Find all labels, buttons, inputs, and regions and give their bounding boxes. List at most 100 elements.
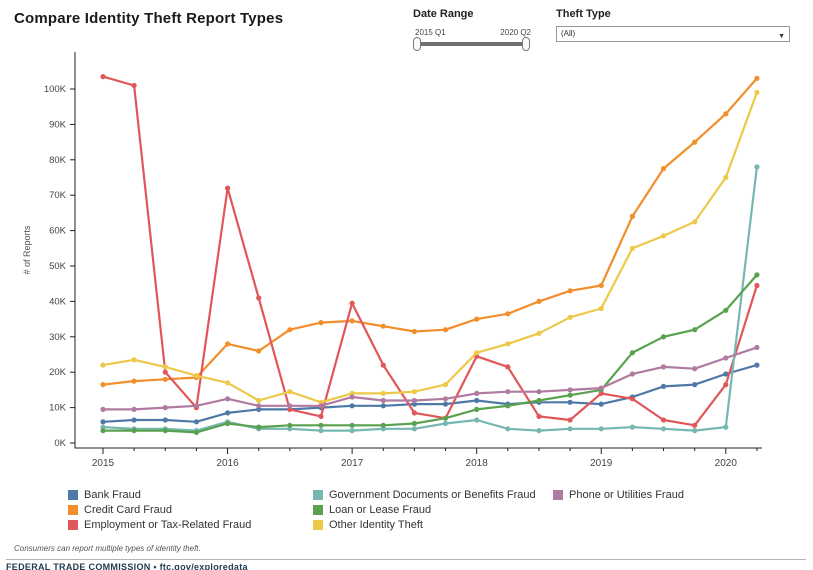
data-point <box>660 383 667 389</box>
data-point <box>162 417 168 423</box>
date-range-slider-handle-left[interactable] <box>413 37 421 51</box>
data-point <box>598 305 604 312</box>
data-point <box>660 334 667 340</box>
data-point <box>754 164 760 170</box>
data-point <box>598 401 604 407</box>
legend-item-credit-card-fraud[interactable]: Credit Card Fraud <box>68 502 172 517</box>
legend-item-employment-or-tax-related-fraud[interactable]: Employment or Tax-Related Fraud <box>68 517 251 532</box>
data-point <box>629 396 636 402</box>
data-point <box>411 389 417 395</box>
theft-type-dropdown[interactable]: (All) ▼ <box>556 26 790 42</box>
data-point <box>162 428 168 434</box>
data-point <box>411 426 417 432</box>
legend-item-government-documents-or-benefits-fraud[interactable]: Government Documents or Benefits Fraud <box>313 487 536 502</box>
data-point <box>256 403 262 409</box>
data-point <box>287 327 293 333</box>
data-point <box>193 429 199 435</box>
data-point <box>692 428 698 434</box>
data-point <box>380 403 386 409</box>
data-point <box>723 382 729 388</box>
y-tick-label: 100K <box>44 84 67 95</box>
legend-item-loan-or-lease-fraud[interactable]: Loan or Lease Fraud <box>313 502 431 517</box>
data-point <box>442 420 449 427</box>
data-point <box>692 366 698 372</box>
data-point <box>474 316 480 322</box>
y-tick-label: 0K <box>54 438 66 449</box>
data-point <box>349 394 355 400</box>
data-point <box>442 396 449 402</box>
y-tick-label: 40K <box>49 296 67 307</box>
data-point <box>660 364 667 370</box>
legend-label: Phone or Utilities Fraud <box>569 488 684 501</box>
theft-type-selected-value: (All) <box>561 29 576 38</box>
legend-swatch <box>313 519 323 530</box>
data-point <box>692 422 698 428</box>
legend-label: Credit Card Fraud <box>84 503 173 516</box>
legend-label: Bank Fraud <box>84 488 141 501</box>
x-axis: 2015 2016 2017 2018 2019 2020 <box>92 448 758 469</box>
data-point <box>723 355 729 361</box>
data-point <box>536 389 542 395</box>
data-point <box>567 417 573 423</box>
chevron-down-icon: ▼ <box>778 33 785 40</box>
data-point <box>442 401 449 407</box>
data-point <box>754 75 760 81</box>
date-range-slider-handle-right[interactable] <box>522 37 530 51</box>
data-point <box>629 350 636 356</box>
data-point <box>660 426 667 432</box>
date-range-slider-track[interactable] <box>419 42 525 46</box>
data-point <box>100 428 106 434</box>
legend-item-bank-fraud[interactable]: Bank Fraud <box>68 487 141 502</box>
data-point <box>256 424 262 430</box>
y-axis-title: # of Reports <box>22 225 32 275</box>
data-point <box>598 426 604 432</box>
x-tick-label: 2019 <box>590 458 613 469</box>
series-line <box>103 346 758 411</box>
data-point <box>100 362 106 368</box>
legend-item-other-identity-theft[interactable]: Other Identity Theft <box>313 517 423 532</box>
data-point <box>567 399 573 405</box>
legend-swatch <box>553 489 563 500</box>
data-point <box>225 410 231 416</box>
data-point <box>411 420 417 427</box>
data-point <box>723 307 729 313</box>
data-point <box>131 357 137 363</box>
data-point <box>754 362 760 368</box>
data-point <box>131 406 137 412</box>
date-range-label: Date Range <box>413 8 474 20</box>
series-line <box>102 77 758 386</box>
data-point <box>162 405 168 411</box>
series-loan-or-lease-fraud <box>100 272 760 435</box>
legend-item-phone-or-utilities-fraud[interactable]: Phone or Utilities Fraud <box>553 487 684 502</box>
data-point <box>225 396 231 402</box>
legend-label: Other Identity Theft <box>329 518 423 531</box>
data-point <box>598 282 604 289</box>
y-tick-label: 50K <box>49 261 67 272</box>
data-point <box>256 348 262 354</box>
data-point <box>754 282 760 289</box>
y-tick-label: 10K <box>49 403 67 414</box>
legend-swatch <box>313 504 323 515</box>
data-point <box>474 397 480 404</box>
data-point <box>474 406 480 412</box>
data-point <box>505 403 511 409</box>
date-range-end-label: 2020 Q2 <box>500 28 531 37</box>
series-phone-or-utilities-fraud <box>100 344 760 412</box>
data-point <box>100 419 106 425</box>
data-point <box>536 298 542 304</box>
y-tick-label: 70K <box>49 190 67 201</box>
data-point <box>100 382 106 388</box>
data-point <box>536 428 542 434</box>
legend-swatch <box>68 489 78 500</box>
data-point <box>349 300 355 306</box>
data-point <box>754 89 760 96</box>
data-point <box>598 385 604 391</box>
data-point <box>505 341 511 347</box>
y-tick-label: 80K <box>49 155 67 166</box>
data-point <box>754 344 760 350</box>
x-tick-label: 2017 <box>341 458 364 469</box>
data-point <box>723 111 729 117</box>
data-point <box>256 295 262 301</box>
series-line <box>102 75 758 427</box>
